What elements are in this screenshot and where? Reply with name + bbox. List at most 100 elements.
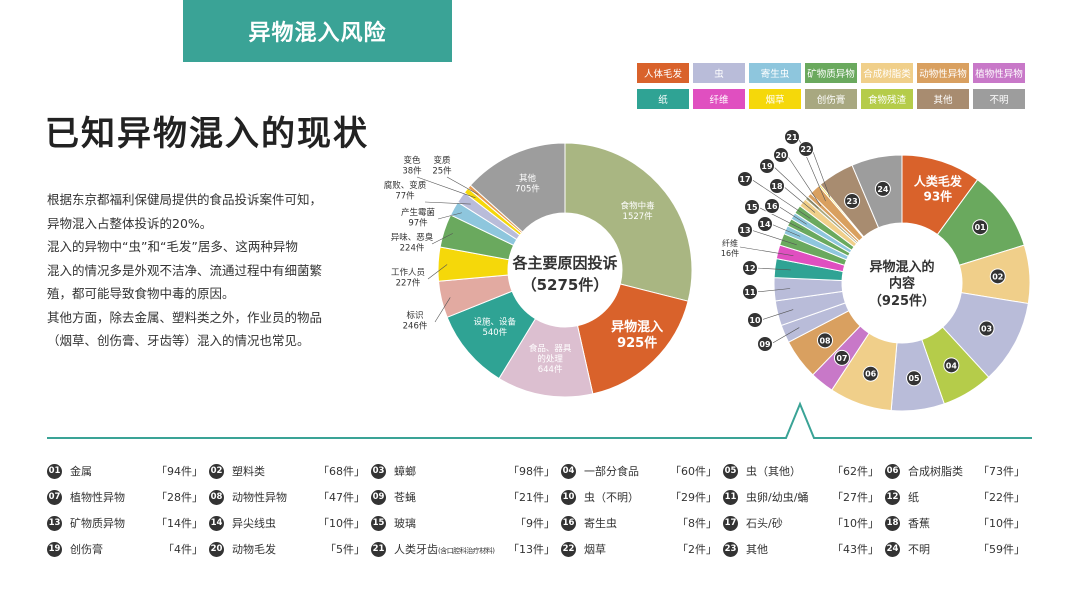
intro-text: 根据东京都福利保健局提供的食品投诉案件可知， 异物混入占整体投诉的20%。 混入… (47, 188, 357, 353)
list-item: 18 香蕉 「10件」 (885, 513, 1031, 533)
legend-item: 纤维 (693, 89, 745, 109)
item-number-badge: 06 (885, 463, 900, 479)
item-number-badge: 12 (885, 489, 900, 505)
item-count: 「22件」 (978, 491, 1025, 504)
item-count: 「4件」 (163, 543, 203, 556)
foreign-matter-list: 01 金属 「94件」 02 塑料类 「68件」 03 蟑螂 「98件」 04 一部分食品 「60件」… (47, 461, 1031, 559)
slice-label-line: 其他 (519, 173, 537, 184)
item-number-badge: 14 (209, 515, 224, 531)
leader-line (770, 223, 801, 237)
slice-number: 11 (744, 288, 756, 297)
leader-line (427, 264, 448, 280)
item-count: 「68件」 (318, 465, 365, 478)
item-name: 塑料类 (232, 465, 265, 478)
legend-item: 不明 (973, 89, 1025, 109)
slice-number-badge (989, 268, 1006, 285)
item-count: 「10件」 (318, 517, 365, 530)
item-name: 一部分食品 (584, 465, 639, 478)
slice-number: 12 (744, 264, 755, 273)
leader-line (755, 267, 791, 271)
slice-number-badge (874, 180, 891, 197)
item-number-badge: 05 (723, 463, 738, 479)
slice-number: 18 (771, 182, 783, 191)
item-number-badge: 24 (885, 541, 900, 557)
slice-number-badge (862, 365, 879, 382)
item-count: 「13件」 (508, 543, 555, 556)
slice-number: 21 (786, 133, 798, 142)
slice-number: 01 (975, 223, 987, 232)
item-number-badge: 01 (47, 463, 62, 479)
slice-number: 10 (749, 316, 761, 325)
slice-number: 08 (819, 336, 831, 345)
slice-label-line: 16件 (721, 248, 739, 258)
slice-label: 食品、器具的处理 644件 (529, 343, 572, 375)
item-name: 虫（其他） (746, 465, 801, 478)
item-count: 「62件」 (832, 465, 879, 478)
slice-label-line: 93件 (923, 189, 952, 204)
slice-label-line: 的处理 (537, 353, 563, 364)
slice-label-line: 食物中毒 (621, 200, 656, 211)
list-item: 13 矿物质异物 「14件」 (47, 513, 209, 533)
donut-center-title-line: 异物混入的 (869, 259, 934, 275)
slice-label-line: 产生霉菌 (401, 207, 435, 218)
legend-item: 创伤膏 (805, 89, 857, 109)
legend-item: 食物残渣 (861, 89, 913, 109)
leader-line (431, 233, 453, 245)
list-item: 23 其他 「43件」 (723, 539, 885, 559)
slice-label-line: 227件 (396, 278, 421, 289)
slice-number-badge (757, 216, 773, 232)
item-number-badge: 16 (561, 515, 576, 531)
item-number-badge: 21 (371, 541, 386, 557)
slice-label: 异味、恶臭 224件 (391, 232, 434, 254)
donut-slice (576, 283, 689, 395)
slice-label-line: 食品、器具 (529, 343, 572, 354)
list-item: 12 纸 「22件」 (885, 487, 1031, 507)
list-item: 11 虫卵/幼虫/蛹 「27件」 (723, 487, 885, 507)
slice-label-line: 标识 (406, 310, 423, 321)
slice-label-line: 异物混入 (611, 319, 663, 335)
slice-label: 变质 25件 (432, 155, 452, 177)
slice-label-line: 设施、设备 (474, 316, 517, 327)
slice-label: 产生霉菌 97件 (401, 207, 435, 229)
item-count: 「10件」 (832, 517, 879, 530)
item-name: 石头/砂 (746, 517, 783, 530)
slice-number: 13 (739, 226, 750, 235)
slice-label-line: 705件 (515, 184, 540, 195)
slice-number-badge (798, 141, 814, 157)
donut-center-title: 异物混入的内容 (869, 259, 934, 291)
item-name: 动物毛发 (232, 543, 276, 556)
item-number-badge: 02 (209, 463, 224, 479)
item-number-badge: 07 (47, 489, 62, 505)
item-name: 苍蝇 (394, 491, 416, 504)
slice-label: 纤维 16件 (721, 238, 739, 258)
item-number-badge: 22 (561, 541, 576, 557)
item-count: 「14件」 (156, 517, 203, 530)
slice-number-badge (764, 198, 780, 214)
slice-number: 09 (759, 340, 771, 349)
item-number-badge: 15 (371, 515, 386, 531)
legend-item: 寄生虫 (749, 63, 801, 83)
item-note: (含口腔科治疗材料) (438, 547, 495, 555)
item-number-badge: 08 (209, 489, 224, 505)
item-name: 矿物质异物 (70, 517, 125, 530)
slice-label-line: 工作人员 (391, 267, 425, 278)
list-item: 02 塑料类 「68件」 (209, 461, 371, 481)
list-item: 16 寄生虫 「8件」 (561, 513, 723, 533)
intro-line: 根据东京都福利保健局提供的食品投诉案件可知， (47, 192, 323, 207)
donut-center-title-line: 各主要原因投诉 (511, 254, 617, 272)
slice-label: 变色 38件 (402, 155, 422, 177)
item-name: 不明 (908, 543, 930, 556)
item-name: 虫（不明） (584, 491, 639, 504)
slice-number-badge (737, 171, 753, 187)
item-name: 植物性异物 (70, 491, 125, 504)
item-name: 寄生虫 (584, 517, 617, 530)
foreign-matter-donut: 异物混入的内容 （925件） 人类毛发 93件 01 02 03 04 05 06 07 08 09 10… (721, 129, 1031, 412)
slice-number-badge (817, 332, 834, 349)
item-count: 「29件」 (670, 491, 717, 504)
donut-slice (469, 142, 566, 233)
intro-line: 混入的异物中“虫”和“毛发”居多、这两种异物 (47, 239, 298, 254)
item-name: 烟草 (584, 543, 606, 556)
slice-label-line: 25件 (432, 166, 452, 177)
slice-label-line: 540件 (482, 327, 507, 338)
intro-line: （烟草、创伤膏、牙齿等）混入的情况也常见。 (47, 333, 310, 348)
